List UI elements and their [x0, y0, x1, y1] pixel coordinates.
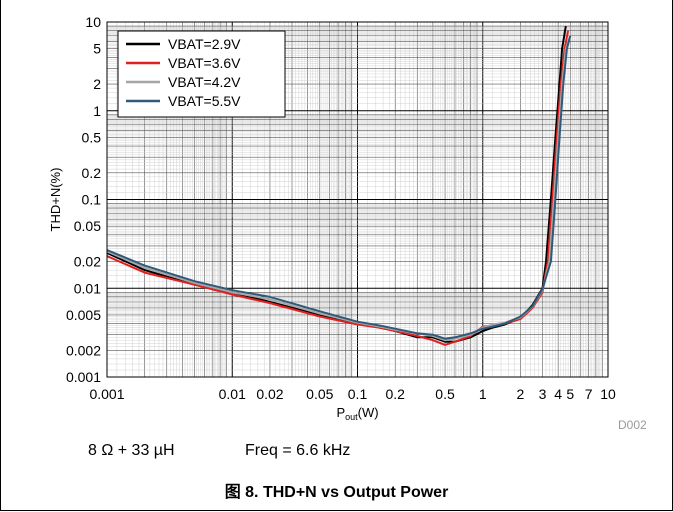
x-tick-label: 0.01 [219, 386, 246, 402]
x-tick-label: 3 [539, 386, 547, 402]
x-tick-label: 7 [585, 386, 593, 402]
y-axis-label: THD+N(%) [48, 168, 63, 232]
grid-lines [106, 22, 608, 378]
y-tick-label: 1 [93, 103, 101, 119]
x-tick-label: 1 [479, 386, 487, 402]
series-lines [106, 25, 572, 346]
x-axis-label-main: P [336, 405, 345, 420]
y-tick-label: 2 [93, 76, 101, 92]
x-tick-label: 2 [517, 386, 525, 402]
series-line-4 [106, 35, 572, 340]
legend-label: VBAT=5.5V [168, 93, 241, 109]
x-tick-label: 0.05 [306, 386, 333, 402]
x-tick-label: 0.001 [89, 386, 124, 402]
legend-label: VBAT=2.9V [168, 36, 241, 52]
legend-box [117, 30, 286, 118]
x-tick-label: 0.5 [435, 386, 455, 402]
y-tick-label: 0.002 [66, 342, 101, 358]
thd-chart: 0.001 0.01 0.02 0.05 0.1 0.2 0.5 1 2 3 4 5 7 100.0010… [48, 14, 616, 422]
plot-border [106, 21, 609, 378]
y-tick-label: 0.005 [66, 307, 101, 323]
x-tick-label: 0.02 [256, 386, 283, 402]
y-tick-label: 0.02 [74, 254, 101, 270]
y-tick-label: 0.2 [82, 165, 102, 181]
x-axis-label-sub: out [345, 412, 358, 422]
legend-label: VBAT=3.6V [168, 55, 241, 71]
y-tick-label: 5 [93, 41, 101, 57]
figure-code: D002 [618, 418, 647, 432]
x-tick-label: 5 [566, 386, 574, 402]
load-condition: 8 Ω + 33 µH [88, 442, 175, 459]
x-tick-label: 0.2 [385, 386, 405, 402]
y-tick-label: 0.01 [74, 280, 101, 296]
tick-labels: 0.001 0.01 0.02 0.05 0.1 0.2 0.5 1 2 3 4 5 7 100.0010… [66, 14, 616, 402]
y-tick-label: 10 [85, 14, 101, 30]
series-line-3 [106, 35, 572, 342]
x-tick-label: 10 [600, 386, 616, 402]
legend: VBAT=2.9V VBAT=3.6V VBAT=4.2V VBAT=5.5V [117, 30, 286, 118]
x-axis-label: Pout(W) [336, 405, 378, 422]
y-tick-label: 0.5 [82, 129, 102, 145]
y-tick-label: 0.1 [82, 192, 102, 208]
legend-label: VBAT=4.2V [168, 74, 241, 90]
y-tick-label: 0.05 [74, 218, 101, 234]
x-axis-label-unit: (W) [358, 405, 379, 420]
x-tick-label: 0.1 [348, 386, 368, 402]
frequency-condition: Freq = 6.6 kHz [245, 442, 351, 459]
series-line-2 [106, 30, 570, 346]
y-tick-label: 0.001 [66, 369, 101, 385]
x-tick-label: 4 [554, 386, 562, 402]
figure-caption: 图 8. THD+N vs Output Power [224, 484, 449, 501]
